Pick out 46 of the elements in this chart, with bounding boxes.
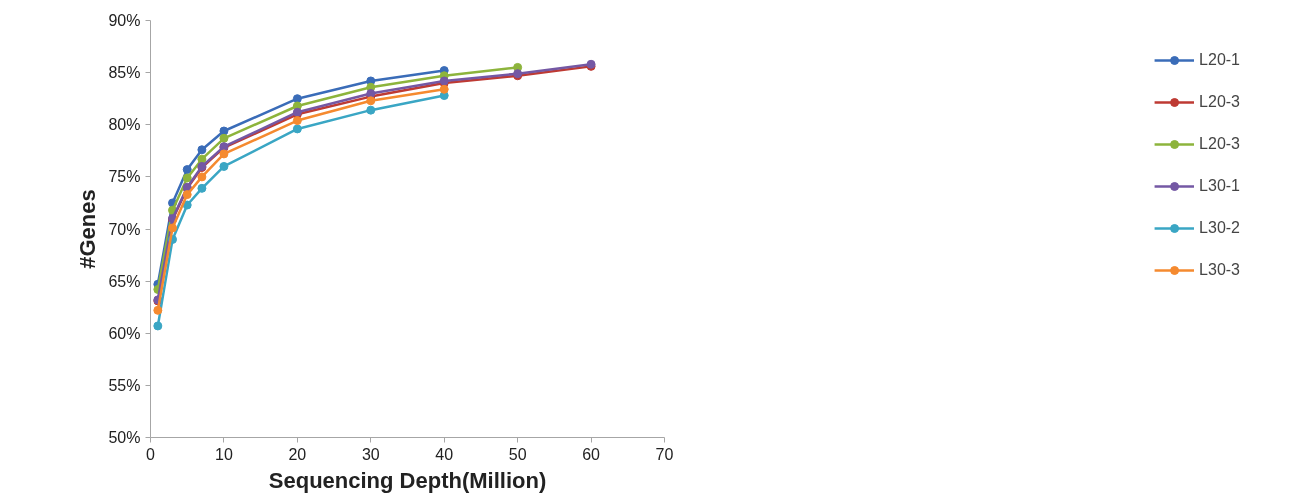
point (182, 173, 192, 183)
x-tick-label: 0 (146, 445, 156, 463)
point (292, 116, 302, 126)
y-tick-label: 85% (108, 64, 141, 82)
point (292, 124, 302, 134)
y-tick-label: 65% (108, 272, 141, 290)
y-tick-label: 80% (108, 116, 141, 134)
point (366, 88, 376, 98)
y-tick-label: 50% (108, 429, 141, 446)
x-tick-label: 70 (655, 445, 674, 463)
point (153, 305, 163, 315)
point (219, 133, 229, 143)
legend-label: L20-3 (1199, 93, 1240, 111)
x-axis-title: Sequencing Depth(Million) (268, 467, 547, 493)
point (366, 105, 376, 115)
point (219, 161, 229, 171)
point (366, 96, 376, 106)
point (219, 149, 229, 159)
point (439, 84, 449, 94)
legend-label: L20-3 (1199, 135, 1240, 153)
x-tick-label: 50 (508, 445, 527, 463)
point (219, 126, 229, 136)
point (182, 190, 192, 200)
point (153, 321, 163, 331)
x-tick-label: 10 (215, 445, 233, 463)
y-tick-label: 55% (108, 376, 141, 394)
x-tick-label: 60 (582, 445, 601, 463)
point (197, 145, 207, 155)
legend-label: L30-2 (1199, 219, 1240, 237)
y-tick-label: 60% (108, 324, 141, 342)
x-tick-label: 20 (288, 445, 307, 463)
point (182, 165, 192, 175)
x-tick-label: 40 (435, 445, 454, 463)
legend-label: L30-3 (1199, 261, 1240, 279)
point (292, 94, 302, 104)
point (197, 183, 207, 193)
y-tick-label: 70% (108, 220, 141, 238)
point (168, 223, 178, 233)
x-tick-label: 30 (361, 445, 380, 463)
y-tick-label: 90% (108, 12, 141, 29)
y-axis-title: #Genes (75, 189, 101, 269)
y-tick-label: 75% (108, 168, 141, 186)
point (197, 154, 207, 164)
legend-label: L30-1 (1199, 177, 1240, 195)
point (197, 172, 207, 182)
legend-label: L20-1 (1199, 51, 1240, 69)
